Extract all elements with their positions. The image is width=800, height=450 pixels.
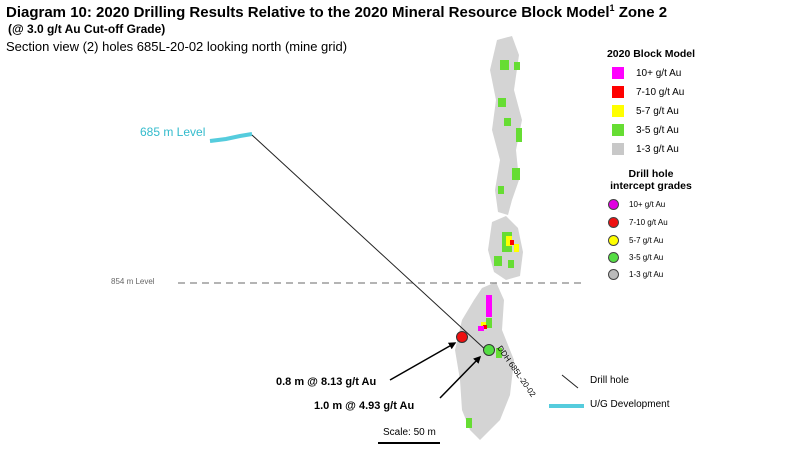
grade-block	[506, 236, 512, 246]
intercept-legend-dot	[608, 252, 619, 263]
intercept-legend-item-label: 7-10 g/t Au	[629, 218, 668, 227]
block-model-item: 1-3 g/t Au	[612, 143, 679, 155]
block-model-item-label: 3-5 g/t Au	[636, 124, 679, 136]
block-model-swatch	[612, 105, 624, 117]
block-model-item: 10+ g/t Au	[612, 67, 681, 79]
title-zone: Zone 2	[614, 4, 668, 21]
block-model-item-label: 7-10 g/t Au	[636, 86, 685, 98]
section-description: Section view (2) holes 685L-20-02 lookin…	[6, 39, 348, 54]
block-model-swatch	[612, 143, 624, 155]
level-label-685: 685 m Level	[140, 125, 206, 139]
block-model-item-label: 1-3 g/t Au	[636, 143, 679, 155]
ug-development-legend-label: U/G Development	[590, 399, 670, 410]
zone-body	[455, 36, 523, 440]
title-footnote-mark: 1	[609, 3, 615, 13]
level-label-854: 854 m Level	[111, 277, 155, 286]
grade-block	[494, 256, 502, 266]
grade-block	[514, 62, 520, 70]
intercept-legend-dot	[608, 199, 619, 210]
grade-block	[498, 186, 504, 194]
intercept-legend-item: 1-3 g/t Au	[608, 269, 663, 280]
grade-block	[500, 60, 509, 70]
block-model-item-label: 10+ g/t Au	[636, 67, 682, 79]
grade-block	[486, 295, 492, 317]
intercept-legend-title-line2: intercept grades	[610, 180, 692, 192]
block-model-legend-title: 2020 Block Model	[606, 48, 696, 60]
intercept-legend-item-label: 3-5 g/t Au	[629, 253, 664, 262]
intercept-marker-red	[456, 331, 468, 343]
intercept-marker-green	[483, 344, 495, 356]
intercept-legend-item-label: 1-3 g/t Au	[629, 270, 664, 279]
diagram-title: Diagram 10: 2020 Drilling Results Relati…	[6, 3, 667, 21]
grade-block	[483, 325, 487, 329]
grade-block	[516, 128, 522, 142]
grade-block	[466, 418, 472, 428]
intercept-legend-title-line1: Drill hole	[628, 168, 674, 180]
block-model-swatch	[612, 124, 624, 136]
block-model-item: 5-7 g/t Au	[612, 105, 679, 117]
zone-grade-7-10	[483, 240, 514, 329]
block-model-item: 3-5 g/t Au	[612, 124, 679, 136]
intercept-legend-dot	[608, 269, 619, 280]
intercept-arrow-2	[439, 355, 482, 399]
grade-block	[478, 326, 484, 331]
grade-block	[496, 348, 502, 358]
block-model-swatch	[612, 67, 624, 79]
drill-hole-legend-label: Drill hole	[590, 375, 629, 386]
title-main: Diagram 10: 2020 Drilling Results Relati…	[6, 4, 610, 21]
intercept-legend-item-label: 10+ g/t Au	[629, 200, 666, 209]
intercept-label-2: 1.0 m @ 4.93 g/t Au	[314, 400, 415, 412]
block-model-item: 7-10 g/t Au	[612, 86, 684, 98]
intercept-legend-dot	[608, 235, 619, 246]
grade-block	[508, 260, 514, 268]
intercept-legend-title: Drill hole intercept grades	[596, 168, 706, 192]
block-model-item-label: 5-7 g/t Au	[636, 105, 679, 117]
grade-block	[486, 318, 492, 328]
grade-block	[514, 244, 519, 252]
ug-development-685-level	[209, 132, 253, 143]
drill-hole-trace	[251, 134, 489, 353]
scale-label: Scale: 50 m	[383, 427, 436, 438]
block-model-swatch	[612, 86, 624, 98]
zone-grade-10-plus	[478, 295, 492, 331]
intercept-arrow-1	[389, 342, 457, 381]
intercept-legend-item-label: 5-7 g/t Au	[629, 236, 664, 245]
grade-block	[510, 240, 514, 245]
grade-block	[512, 168, 520, 180]
grade-block	[498, 98, 506, 107]
intercept-label-1: 0.8 m @ 8.13 g/t Au	[276, 376, 377, 388]
zone-lower-lobe	[455, 282, 514, 440]
grade-block	[504, 118, 511, 126]
intercept-legend-item: 10+ g/t Au	[608, 199, 665, 210]
diagram-subtitle: (@ 3.0 g/t Au Cut-off Grade)	[8, 22, 166, 36]
intercept-legend-item: 3-5 g/t Au	[608, 252, 663, 263]
intercept-legend-item: 5-7 g/t Au	[608, 235, 663, 246]
drill-hole-legend-line	[561, 374, 579, 389]
intercept-legend-dot	[608, 217, 619, 228]
intercept-legend-item: 7-10 g/t Au	[608, 217, 668, 228]
